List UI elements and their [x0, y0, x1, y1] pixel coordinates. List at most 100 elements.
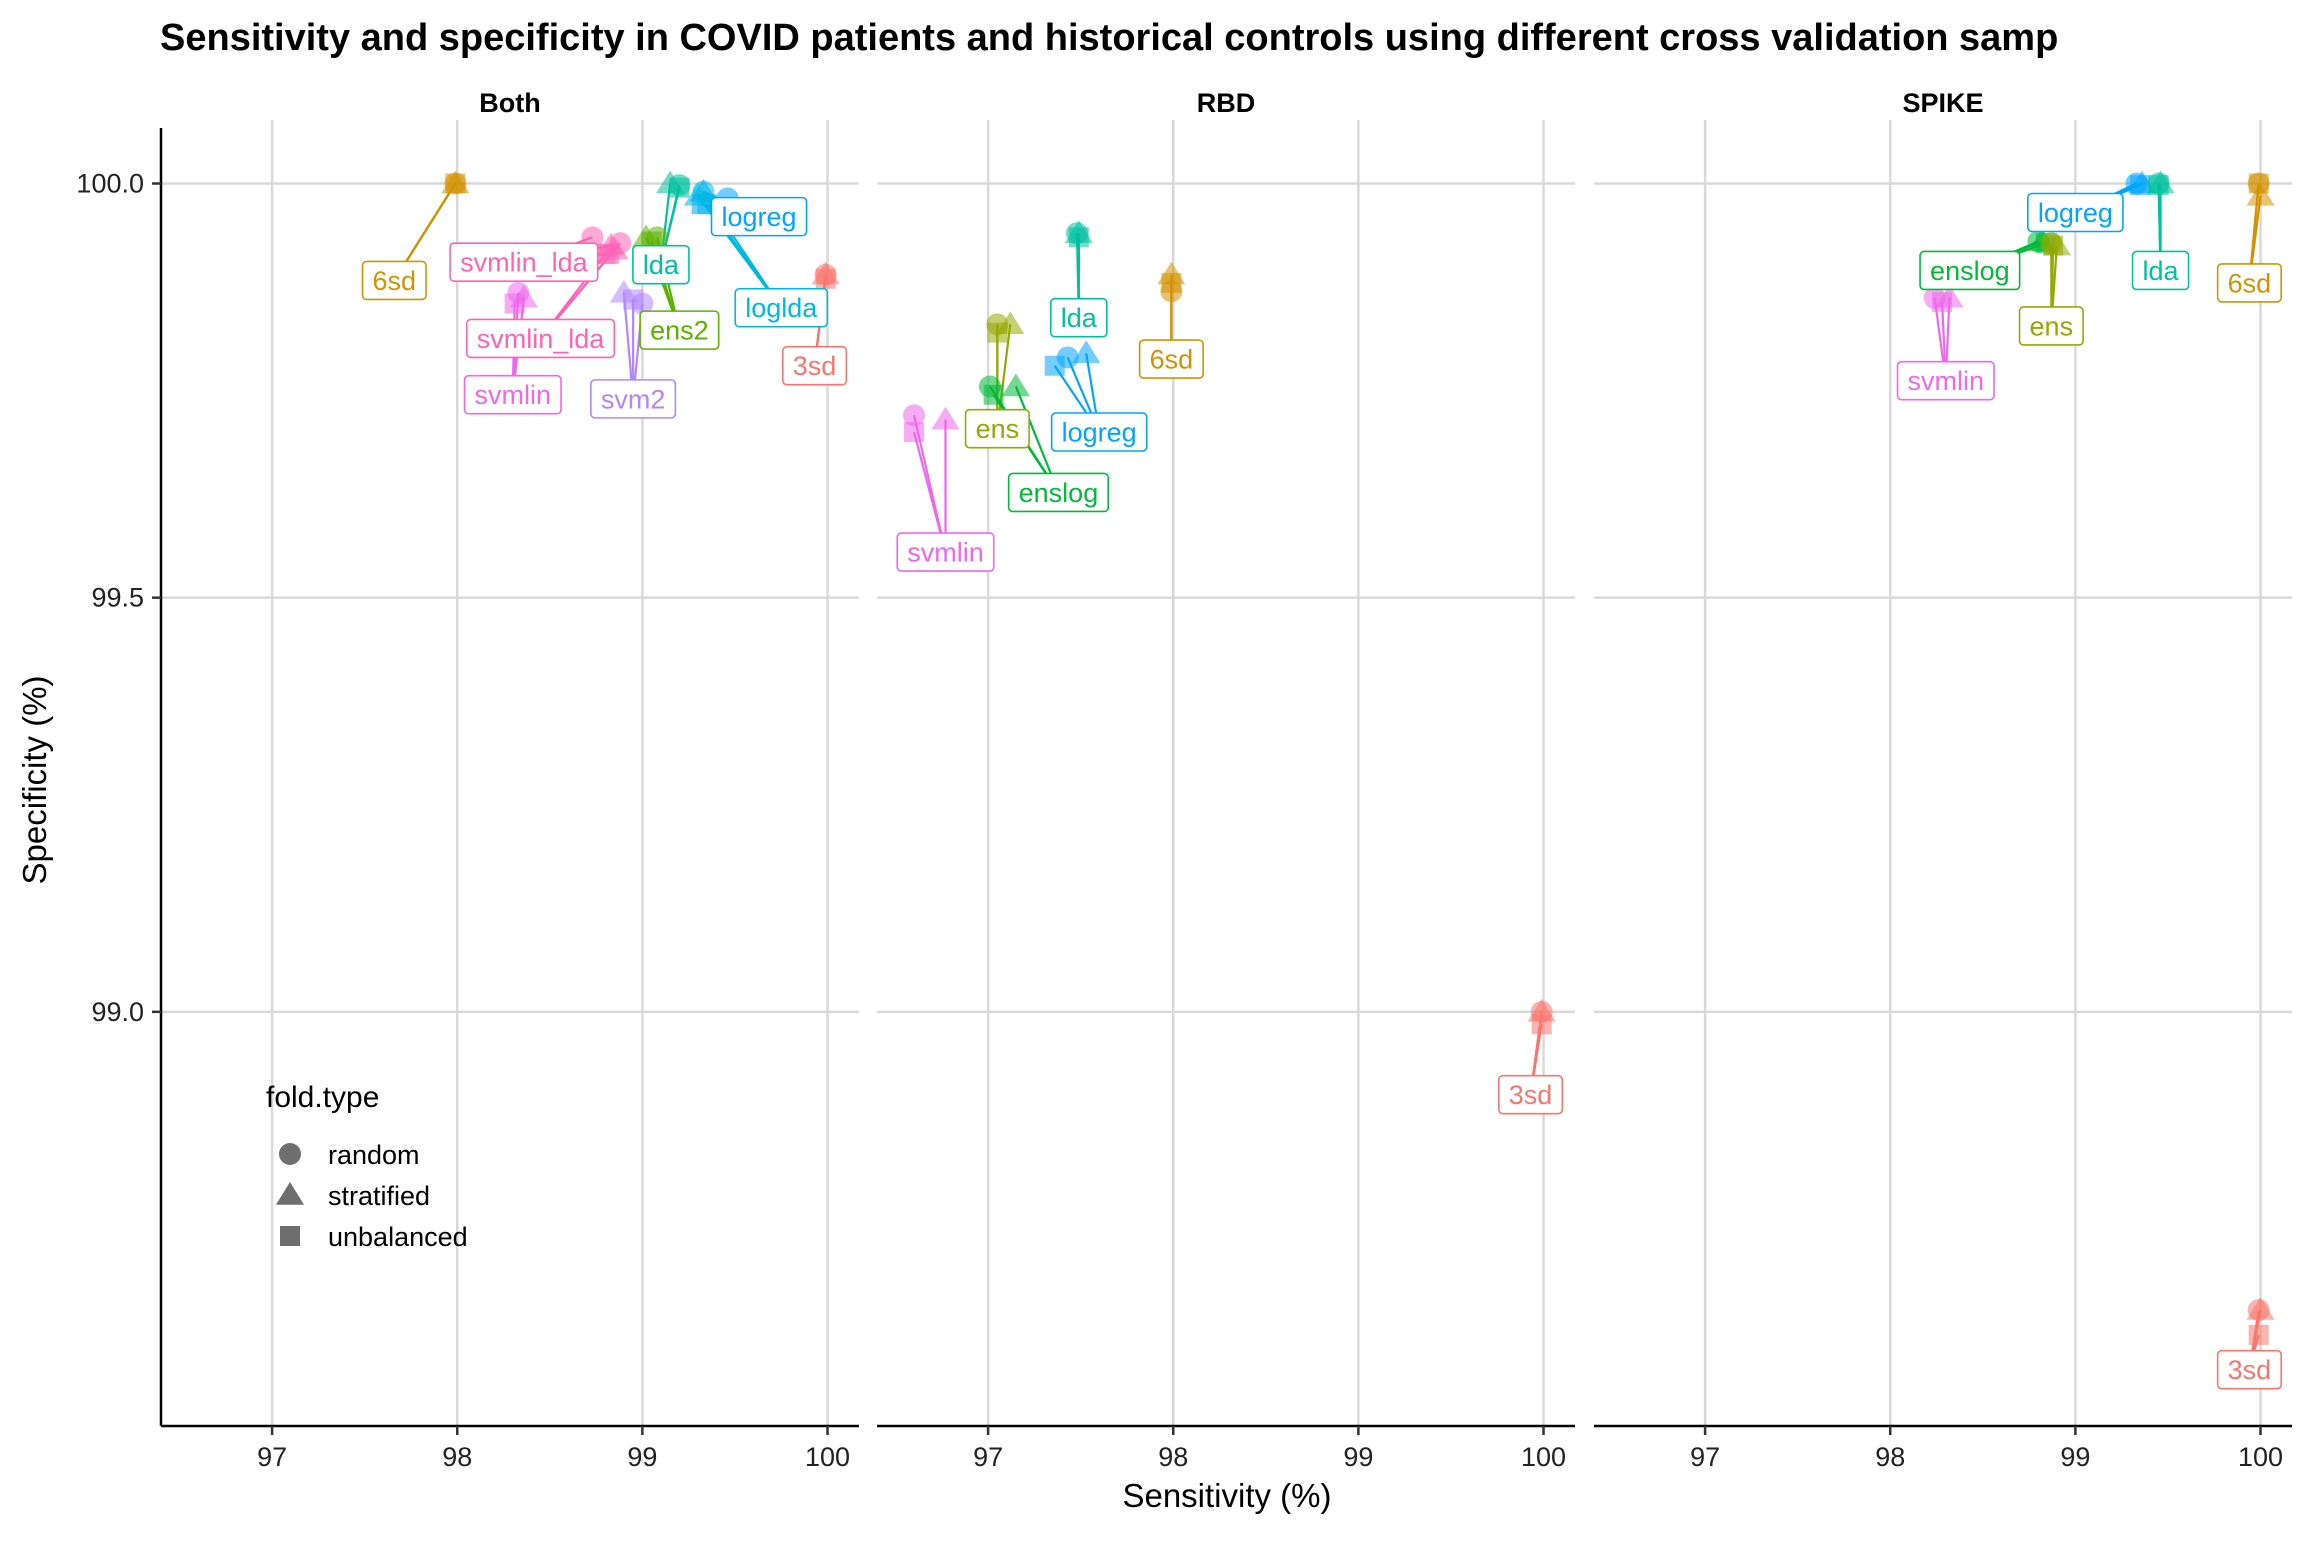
- legend-title: fold.type: [266, 1081, 379, 1114]
- data-point-unbalanced: [445, 173, 466, 194]
- method-label-box: [2216, 263, 2282, 303]
- axes-layer: 97 98 99 100 Both 97 98 99 100 RBD 97 98 99 100 SPIKE 9…: [76, 88, 2292, 1472]
- facet-strip-label: SPIKE: [1902, 88, 1983, 118]
- data-point-unbalanced: [815, 268, 836, 289]
- method-label-text: logreg: [2038, 198, 2113, 228]
- y-tick-label: 99.5: [91, 583, 144, 613]
- legend-label-random: random: [328, 1140, 420, 1170]
- method-label-box: [896, 532, 995, 572]
- x-tick-label: 99: [1343, 1442, 1373, 1472]
- method-label-text: 6sd: [1150, 345, 1194, 375]
- method-label-text: ens: [2030, 311, 2074, 341]
- y-tick-label: 99.0: [91, 997, 144, 1027]
- method-label-box: [449, 242, 599, 282]
- data-point-unbalanced: [2248, 1324, 2269, 1345]
- method-label-box: [781, 345, 848, 386]
- legend-key-stratified: [275, 1182, 305, 1205]
- method-label-box: [2027, 192, 2124, 233]
- data-point-unbalanced: [504, 293, 525, 314]
- method-label-box: [632, 244, 690, 285]
- x-tick-label: 97: [257, 1442, 287, 1472]
- legend-key-random: [279, 1143, 301, 1165]
- method-label-text: svmlin: [475, 380, 552, 410]
- method-label-text: svmlin: [907, 538, 984, 568]
- data-point-unbalanced: [987, 322, 1008, 343]
- method-label-box: [1497, 1074, 1564, 1115]
- data-point-unbalanced: [904, 421, 925, 442]
- method-label-text: svm2: [601, 384, 666, 414]
- method-label-box: [639, 310, 720, 350]
- x-tick-label: 100: [1521, 1442, 1566, 1472]
- method-label-text: lda: [2143, 256, 2180, 286]
- method-label-text: 3sd: [793, 351, 837, 381]
- legend-entries: random stratified unbalanced: [275, 1140, 468, 1252]
- data-point-unbalanced: [1044, 355, 1065, 376]
- method-label-text: loglda: [745, 293, 818, 323]
- data-point-unbalanced: [1161, 272, 1182, 293]
- text-layer: Sensitivity and specificity in COVID pat…: [16, 17, 2058, 1514]
- data-point-stratified: [2246, 1297, 2275, 1320]
- method-label-text: ens: [976, 414, 1020, 444]
- legend-key-unbalanced: [280, 1226, 300, 1246]
- data-point-stratified: [1072, 340, 1101, 364]
- method-label-box: [361, 260, 427, 301]
- data-point-unbalanced: [1531, 1014, 1552, 1035]
- x-tick-label: 98: [1875, 1442, 1905, 1472]
- method-label-box: [1138, 339, 1204, 379]
- data-point-unbalanced: [595, 243, 616, 264]
- data-point-unbalanced: [1068, 227, 1089, 248]
- x-tick-label: 100: [805, 1442, 850, 1472]
- method-label-text: logreg: [1062, 417, 1137, 447]
- method-label-box: [1050, 412, 1148, 452]
- method-label-box: [463, 374, 562, 415]
- method-label-text: 3sd: [2228, 1355, 2272, 1385]
- legend-label-stratified: stratified: [328, 1181, 430, 1211]
- method-label-text: ens2: [650, 316, 709, 346]
- method-label-text: 3sd: [1509, 1080, 1553, 1110]
- data-point-unbalanced: [1932, 291, 1953, 312]
- x-axis-title: Sensitivity (%): [1122, 1477, 1331, 1514]
- data-point-unbalanced: [2130, 175, 2151, 196]
- y-axis-title: Specificity (%): [16, 675, 53, 884]
- method-label-text: logreg: [721, 202, 796, 232]
- x-tick-label: 98: [1158, 1442, 1188, 1472]
- method-label-text: lda: [643, 250, 680, 280]
- method-label-box: [1919, 250, 2021, 291]
- data-point-stratified: [2246, 182, 2275, 206]
- method-label-box: [1896, 360, 1995, 401]
- data-point-unbalanced: [2248, 173, 2269, 194]
- x-tick-label: 97: [1690, 1442, 1720, 1472]
- grid-layer: [161, 120, 2292, 1426]
- method-label-box: [1007, 472, 1110, 513]
- x-tick-label: 100: [2238, 1442, 2283, 1472]
- method-label-text: svmlin: [1908, 366, 1985, 396]
- method-label-text: 6sd: [373, 266, 417, 296]
- method-label-text: lda: [1061, 303, 1098, 333]
- method-label-box: [1049, 297, 1108, 338]
- data-point-stratified: [931, 406, 960, 430]
- x-tick-label: 99: [627, 1442, 657, 1472]
- method-label-box: [465, 318, 616, 359]
- x-tick-label: 99: [2060, 1442, 2090, 1472]
- data-point-unbalanced: [2148, 175, 2169, 196]
- legend-label-unbalanced: unbalanced: [328, 1222, 468, 1252]
- method-label-box: [590, 379, 677, 419]
- method-label-box: [2216, 1349, 2282, 1390]
- y-tick-label: 100.0: [76, 168, 144, 198]
- x-tick-label: 98: [442, 1442, 472, 1472]
- method-label-box: [2018, 306, 2084, 346]
- data-point-random: [903, 404, 926, 427]
- method-label-text: svmlin_lda: [460, 248, 589, 278]
- label-leader-segment: [912, 431, 947, 553]
- chart-title: Sensitivity and specificity in COVID pat…: [160, 17, 2058, 59]
- method-label-box: [710, 196, 808, 237]
- data-point-unbalanced: [623, 289, 644, 310]
- method-label-box: [734, 287, 829, 328]
- data-point-stratified: [1001, 373, 1030, 397]
- facet-strip-label: RBD: [1197, 88, 1256, 118]
- method-label-text: svmlin_lda: [477, 324, 606, 354]
- data-point-unbalanced: [669, 177, 690, 198]
